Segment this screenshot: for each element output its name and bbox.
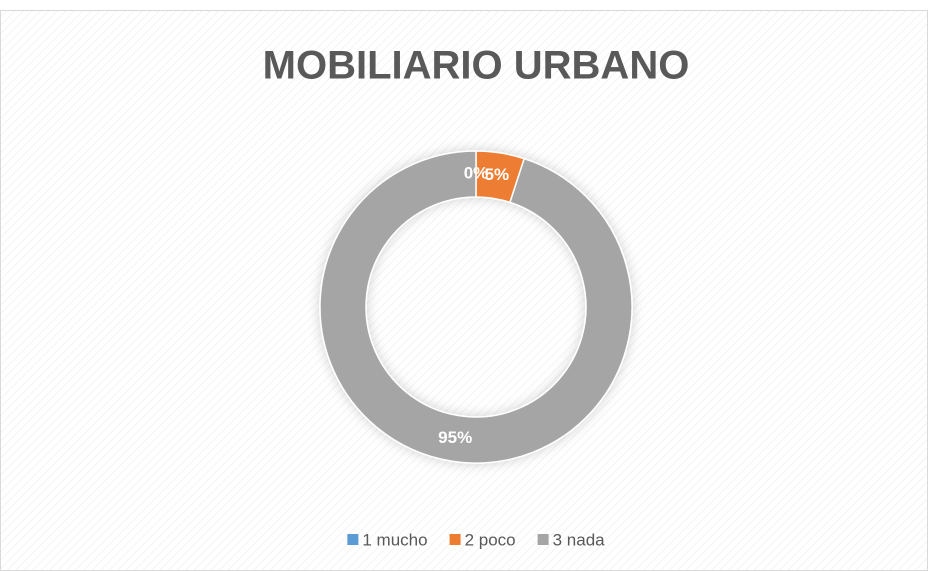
donut	[319, 150, 633, 464]
legend-label: 3 nada	[553, 530, 606, 549]
data-label: 5%	[485, 165, 510, 184]
legend-label: 2 poco	[465, 530, 516, 549]
data-label: 0%	[464, 163, 489, 182]
data-label: 95%	[438, 428, 472, 447]
legend-swatch	[537, 534, 549, 545]
legend-swatch	[449, 534, 461, 545]
chart-area	[0, 10, 928, 571]
slice	[319, 150, 633, 464]
legend-swatch	[347, 534, 359, 545]
chart-title: MOBILIARIO URBANO	[263, 44, 690, 88]
legend-label: 1 mucho	[362, 530, 427, 549]
